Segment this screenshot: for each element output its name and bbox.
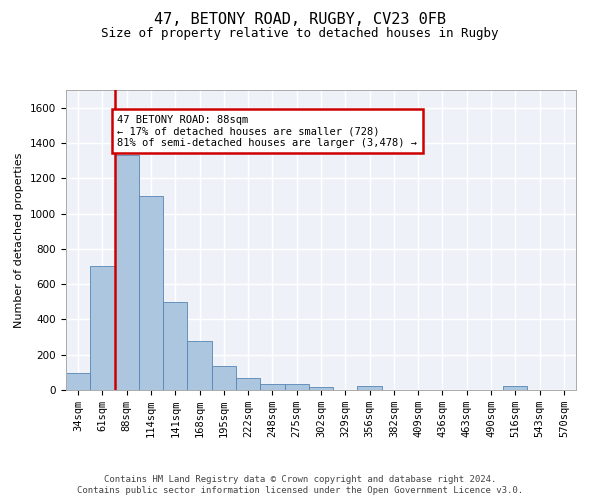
Bar [309, 388, 333, 390]
Bar [187, 340, 212, 390]
Bar [260, 384, 284, 390]
Bar [90, 266, 115, 390]
Text: Size of property relative to detached houses in Rugby: Size of property relative to detached ho… [101, 28, 499, 40]
Text: 47, BETONY ROAD, RUGBY, CV23 0FB: 47, BETONY ROAD, RUGBY, CV23 0FB [154, 12, 446, 28]
Bar [358, 386, 382, 390]
Bar [66, 373, 90, 390]
Bar [284, 384, 309, 390]
Bar [163, 302, 187, 390]
Bar [503, 386, 527, 390]
Text: Contains HM Land Registry data © Crown copyright and database right 2024.: Contains HM Land Registry data © Crown c… [104, 475, 496, 484]
Text: Contains public sector information licensed under the Open Government Licence v3: Contains public sector information licen… [77, 486, 523, 495]
Bar [236, 378, 260, 390]
Bar [139, 196, 163, 390]
Bar [212, 366, 236, 390]
Text: 47 BETONY ROAD: 88sqm
← 17% of detached houses are smaller (728)
81% of semi-det: 47 BETONY ROAD: 88sqm ← 17% of detached … [118, 114, 418, 148]
Bar [115, 156, 139, 390]
Y-axis label: Number of detached properties: Number of detached properties [14, 152, 25, 328]
